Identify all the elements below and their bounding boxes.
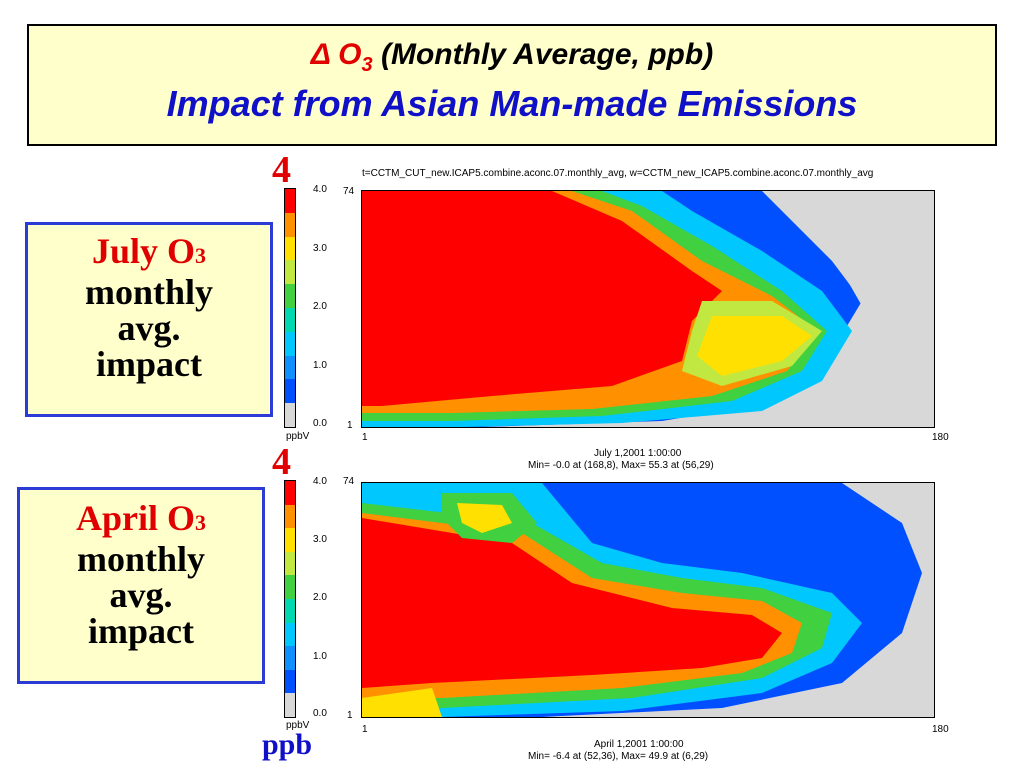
colorbar-segment bbox=[285, 403, 295, 427]
title-o3-sub: 3 bbox=[361, 54, 373, 76]
title-o3: O3 bbox=[338, 38, 372, 76]
april-y-top: 74 bbox=[343, 476, 355, 487]
july-date: July 1,2001 1:00:00 bbox=[594, 448, 682, 459]
colorbar-segment bbox=[285, 284, 295, 308]
july-line-2: monthly bbox=[84, 272, 214, 312]
july-highlight: July O3 bbox=[28, 233, 270, 274]
colorbar-segment bbox=[285, 575, 295, 599]
colorbar-segment bbox=[285, 646, 295, 670]
april-region-south-yellow bbox=[362, 688, 442, 717]
april-tick-3: 3.0 bbox=[313, 534, 327, 545]
july-region-yellow bbox=[697, 316, 812, 376]
april-map bbox=[361, 482, 935, 718]
april-label-box: April O3 monthly avg. impact bbox=[17, 487, 265, 684]
april-highlight-sub: 3 bbox=[195, 510, 206, 535]
colorbar-segment bbox=[285, 355, 295, 380]
april-y-bottom: 1 bbox=[347, 710, 353, 721]
july-minmax: Min= -0.0 at (168,8), Max= 55.3 at (56,2… bbox=[528, 460, 714, 471]
july-colorbar bbox=[284, 188, 296, 428]
title-rest: (Monthly Average, ppb) bbox=[380, 38, 714, 71]
title-delta: Δ bbox=[310, 38, 330, 71]
colorbar-segment bbox=[285, 598, 295, 623]
april-map-svg bbox=[362, 483, 934, 717]
title-line-2: Impact from Asian Man-made Emissions bbox=[166, 83, 858, 124]
april-tick-2: 2.0 bbox=[313, 592, 327, 603]
april-highlight-text: April O bbox=[75, 498, 195, 538]
colorbar-segment bbox=[285, 307, 295, 332]
july-region-gray-east bbox=[812, 191, 934, 427]
colorbar-segment bbox=[285, 504, 295, 529]
july-header: t=CCTM_CUT_new.ICAP5.combine.aconc.07.mo… bbox=[362, 168, 874, 179]
april-date: April 1,2001 1:00:00 bbox=[594, 739, 684, 750]
july-x-right: 180 bbox=[932, 432, 949, 443]
colorbar-segment bbox=[285, 189, 295, 213]
april-tick-1: 1.0 bbox=[313, 651, 327, 662]
colorbar-segment bbox=[285, 331, 295, 356]
colorbar-segment bbox=[285, 212, 295, 237]
colorbar-segment bbox=[285, 669, 295, 694]
april-x-right: 180 bbox=[932, 724, 949, 735]
july-y-bottom: 1 bbox=[347, 420, 353, 431]
july-highlight-text: July O bbox=[91, 231, 196, 271]
title-o3-main: O bbox=[338, 38, 362, 71]
april-colorbar bbox=[284, 480, 296, 718]
july-y-top: 74 bbox=[343, 186, 355, 197]
july-line-3: avg. bbox=[117, 308, 181, 348]
colorbar-segment bbox=[285, 260, 295, 285]
april-tick-0: 0.0 bbox=[313, 708, 327, 719]
colorbar-segment bbox=[285, 481, 295, 505]
july-tick-0: 0.0 bbox=[313, 418, 327, 429]
title-line-1: Δ O3 (Monthly Average, ppb) bbox=[29, 38, 995, 77]
july-map-svg bbox=[362, 191, 934, 427]
april-x-left: 1 bbox=[362, 724, 368, 735]
colorbar-segment bbox=[285, 693, 295, 717]
colorbar-segment bbox=[285, 551, 295, 576]
colorbar-segment bbox=[285, 236, 295, 261]
colorbar-segment bbox=[285, 528, 295, 552]
july-x-left: 1 bbox=[362, 432, 368, 443]
july-tick-3: 3.0 bbox=[313, 243, 327, 254]
july-map bbox=[361, 190, 935, 428]
colorbar-segment bbox=[285, 379, 295, 404]
july-region-red bbox=[362, 191, 722, 406]
july-tick-4: 4.0 bbox=[313, 184, 327, 195]
april-region-north-yellow bbox=[457, 503, 512, 533]
july-tick-2: 2.0 bbox=[313, 301, 327, 312]
july-unit: ppbV bbox=[286, 431, 310, 442]
april-scale-max: 4 bbox=[272, 441, 291, 483]
april-minmax: Min= -6.4 at (52,36), Max= 49.9 at (6,29… bbox=[528, 751, 709, 762]
april-line-2: monthly bbox=[76, 539, 206, 579]
july-tick-1: 1.0 bbox=[313, 360, 327, 371]
april-line-4: impact bbox=[88, 611, 194, 651]
july-scale-max: 4 bbox=[272, 149, 291, 191]
april-region-red bbox=[362, 518, 782, 688]
april-line-3: avg. bbox=[109, 575, 173, 615]
ppb-label: ppb bbox=[262, 728, 313, 761]
title-box: Δ O3 (Monthly Average, ppb) Impact from … bbox=[27, 24, 997, 146]
april-highlight: April O3 bbox=[20, 500, 262, 541]
july-highlight-sub: 3 bbox=[195, 243, 207, 268]
july-line-4: impact bbox=[96, 344, 202, 384]
april-tick-4: 4.0 bbox=[313, 476, 327, 487]
colorbar-segment bbox=[285, 622, 295, 647]
july-label-box: July O3 monthly avg. impact bbox=[25, 222, 273, 417]
april-unit: ppbV bbox=[286, 720, 310, 731]
